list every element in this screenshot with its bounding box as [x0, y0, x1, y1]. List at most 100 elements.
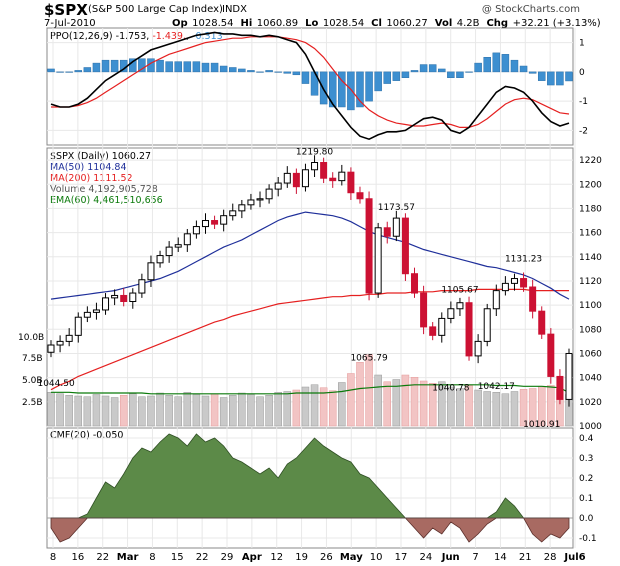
- volume-bar: [410, 377, 419, 427]
- volume-bar: [174, 396, 182, 427]
- cmf-tick-label: 0.3: [579, 454, 593, 464]
- volume-bar: [438, 381, 446, 427]
- volume-bar: [456, 388, 464, 427]
- x-axis-label: 14: [494, 552, 507, 563]
- candlestick: [283, 172, 291, 184]
- candlestick: [565, 352, 573, 400]
- candlestick: [147, 262, 155, 281]
- ppo-histogram-bar: [92, 62, 101, 73]
- x-axis-label: Jul6: [563, 552, 585, 563]
- low-value: 1028.54: [322, 18, 365, 29]
- legend-price: $SPX (Daily) 1060.27: [50, 151, 152, 162]
- volume-bar: [247, 394, 255, 427]
- candlestick: [529, 286, 537, 312]
- volume-bar: [401, 374, 410, 427]
- candlestick: [347, 171, 355, 194]
- volume-bar: [219, 397, 228, 427]
- close-value: 1060.27: [386, 18, 428, 29]
- ppo-tick-label: 0: [579, 68, 585, 78]
- volume-bar: [201, 395, 210, 427]
- ppo-histogram-bar: [138, 58, 146, 73]
- candlestick: [129, 292, 137, 303]
- volume-bar: [65, 395, 73, 427]
- cmf-tick-label: -0.1: [579, 534, 597, 544]
- ppo-histogram-bar: [401, 71, 410, 78]
- volume-bar: [492, 392, 501, 427]
- x-axis-label: 22: [96, 552, 109, 563]
- x-axis-label: May: [340, 552, 363, 563]
- x-axis-label: 8: [149, 552, 155, 563]
- ppo-histogram-bar: [383, 71, 391, 84]
- change-value: +32.21 (+3.13%): [512, 18, 601, 29]
- ppo-tick-label: -1: [579, 97, 588, 107]
- ppo-histogram-bar: [256, 71, 264, 73]
- ppo-histogram-bar: [556, 71, 564, 86]
- x-axis-label: 8: [50, 552, 56, 563]
- volume-bar: [229, 395, 237, 427]
- panel-frame-cmf: [46, 427, 574, 549]
- ppo-histogram-bar: [528, 71, 537, 74]
- volume-bar: [528, 388, 537, 427]
- price-tick-label: 1180: [579, 204, 602, 214]
- ppo-histogram-bar: [501, 54, 510, 73]
- volume-bar: [365, 354, 373, 427]
- ppo-histogram-bar: [547, 71, 555, 86]
- ma200-line: [50, 288, 569, 391]
- vol-axis-10b: 10.0B: [18, 333, 45, 343]
- volume-bar: [110, 397, 119, 427]
- candlestick: [465, 302, 473, 357]
- candlestick: [265, 188, 273, 200]
- volume-label: Vol: [434, 18, 453, 29]
- volume-bar: [292, 389, 301, 427]
- candlestick: [247, 199, 255, 206]
- ppo-histogram-bar: [356, 71, 364, 108]
- ppo-histogram-bar: [392, 71, 401, 81]
- candlestick: [401, 217, 409, 275]
- ppo-histogram-bar: [274, 71, 282, 73]
- candlestick: [83, 311, 91, 318]
- candlestick: [74, 316, 82, 336]
- ppo-histogram-bar: [374, 71, 382, 92]
- quote-summary: Op 1028.54 Hi 1060.89 Lo 1028.54 Cl 1060…: [172, 18, 601, 29]
- ppo-histogram-bar: [474, 62, 482, 73]
- vol-axis-2-5b: 2.5B: [22, 398, 43, 408]
- volume-bar: [519, 389, 528, 427]
- price-tick-label: 1200: [579, 180, 602, 190]
- ppo-histogram-bar: [428, 64, 437, 73]
- candlestick: [165, 246, 173, 257]
- ppo-histogram-bar: [219, 65, 228, 73]
- volume-bar: [547, 385, 555, 427]
- volume-bar: [47, 392, 55, 427]
- ppo-tick-label: -2: [579, 126, 588, 136]
- price-annotation: 1105.67: [441, 285, 478, 295]
- price-tick-label: 1020: [579, 398, 602, 408]
- ppo-histogram-bar: [565, 71, 573, 82]
- price-tick-label: 1160: [579, 229, 602, 239]
- volume-bar: [338, 382, 346, 427]
- ppo-histogram-bar: [110, 59, 119, 73]
- candlestick: [156, 255, 164, 264]
- cmf-tick-label: 0.2: [579, 474, 593, 484]
- cmf-legend: CMF(20) -0.050: [50, 430, 124, 441]
- price-tick-label: 1220: [579, 156, 602, 166]
- volume-bar: [274, 392, 282, 427]
- candlestick: [392, 217, 400, 237]
- x-axis-label: Mar: [117, 552, 139, 563]
- ppo-tick-label: 1: [579, 39, 585, 49]
- legend-ma200: MA(200) 1111.52: [50, 173, 133, 184]
- x-axis-label: Apr: [242, 552, 262, 563]
- chart-symbol: $SPX: [44, 1, 88, 19]
- candlestick: [120, 294, 128, 303]
- volume-ema60-line: [51, 384, 570, 395]
- close-label: Cl: [371, 18, 382, 29]
- x-axis-label: 24: [419, 552, 432, 563]
- candlestick: [183, 233, 191, 246]
- ppo-signal-line: [51, 36, 570, 129]
- volume-bar: [392, 379, 401, 427]
- candlestick: [220, 215, 228, 225]
- candlestick: [301, 169, 309, 188]
- vol-axis-5b: 5.0B: [22, 376, 43, 386]
- index-name: (S&P 500 Large Cap Index): [88, 4, 223, 15]
- ppo-histogram-bar: [456, 71, 464, 78]
- cmf-tick-label: 0.0: [579, 514, 594, 524]
